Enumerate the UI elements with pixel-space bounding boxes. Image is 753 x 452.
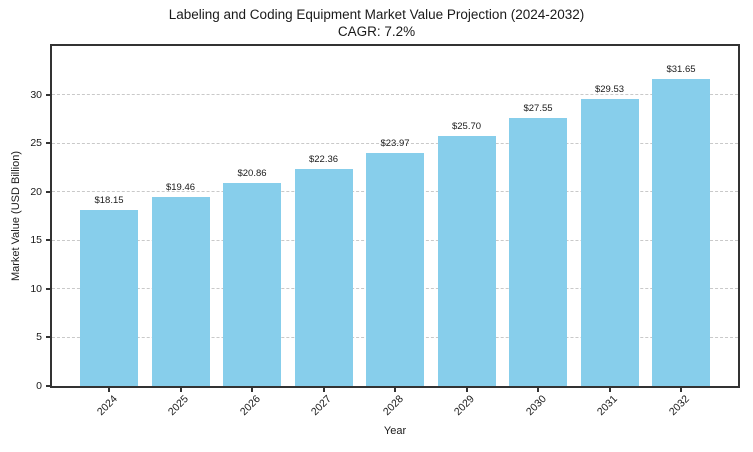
x-tick-mark	[608, 388, 611, 392]
x-tick-label-2028: 2028	[380, 393, 406, 419]
gridline-30	[52, 94, 738, 96]
x-tick-mark	[108, 388, 110, 392]
y-tick-label-30: 30	[30, 88, 42, 101]
y-tick-mark	[46, 336, 50, 339]
bar-value-label: $27.55	[523, 103, 553, 115]
x-tick-label-2025: 2025	[165, 393, 191, 419]
bar-value-label: $25.70	[451, 121, 482, 133]
bar-value-label: $18.15	[94, 194, 124, 206]
bar-2024: $18.15	[80, 195, 138, 386]
x-tick-label-2027: 2027	[308, 393, 334, 419]
x-tick-mark	[537, 388, 539, 392]
x-tick-label-2029: 2029	[451, 393, 477, 419]
y-tick-label-20: 20	[30, 185, 42, 198]
x-tick-mark	[465, 388, 468, 392]
x-tick-label-2030: 2030	[523, 393, 549, 419]
x-tick-label-2024: 2024	[94, 393, 120, 419]
x-tick-mark	[680, 388, 682, 392]
bar-value-label: $22.36	[308, 153, 339, 165]
x-tick-label-2031: 2031	[594, 393, 620, 419]
bar-2026: $20.86	[223, 168, 281, 386]
bar-value-label: $31.65	[666, 63, 696, 75]
x-tick-mark	[251, 388, 253, 392]
bar-value-label: $20.86	[237, 168, 267, 180]
y-tick-mark	[46, 287, 50, 290]
y-tick-mark	[46, 385, 50, 387]
bar-value-label: $29.53	[594, 84, 625, 96]
y-tick-label-25: 25	[30, 137, 42, 150]
bar-2028: $23.97	[366, 138, 424, 386]
gridline-25	[52, 142, 738, 144]
bar-2032: $31.65	[652, 64, 710, 386]
bar-2031: $29.53	[580, 84, 639, 386]
y-axis-label: Market Value (USD Billion)	[10, 150, 22, 282]
y-tick-label-0: 0	[36, 380, 42, 392]
y-tick-mark	[46, 190, 50, 193]
bar-2029: $25.70	[437, 121, 496, 386]
bar-2030: $27.55	[509, 103, 567, 386]
y-tick-mark	[46, 142, 50, 145]
y-tick-label-10: 10	[30, 282, 42, 295]
bar-value-label: $19.46	[165, 181, 196, 193]
y-tick-label-15: 15	[30, 234, 42, 247]
bar-2025: $19.46	[151, 182, 210, 386]
x-tick-mark	[394, 388, 396, 392]
x-tick-label-2032: 2032	[666, 393, 692, 419]
chart-subtitle: CAGR: 7.2%	[337, 24, 416, 39]
x-tick-label-2026: 2026	[237, 393, 263, 419]
x-axis-label: Year	[383, 425, 407, 437]
bar-value-label: $23.97	[380, 138, 410, 150]
x-tick-mark	[322, 388, 325, 392]
bar-2027: $22.36	[294, 154, 353, 386]
y-tick-mark	[46, 239, 50, 242]
x-tick-mark	[179, 388, 182, 392]
y-tick-mark	[46, 93, 50, 96]
y-tick-label-5: 5	[36, 331, 42, 344]
chart-title: Labeling and Coding Equipment Market Val…	[168, 7, 585, 22]
plot-area: $18.15 $19.46 $20.86 $22.36 $23.97 $25.70 $27.…	[50, 44, 740, 388]
